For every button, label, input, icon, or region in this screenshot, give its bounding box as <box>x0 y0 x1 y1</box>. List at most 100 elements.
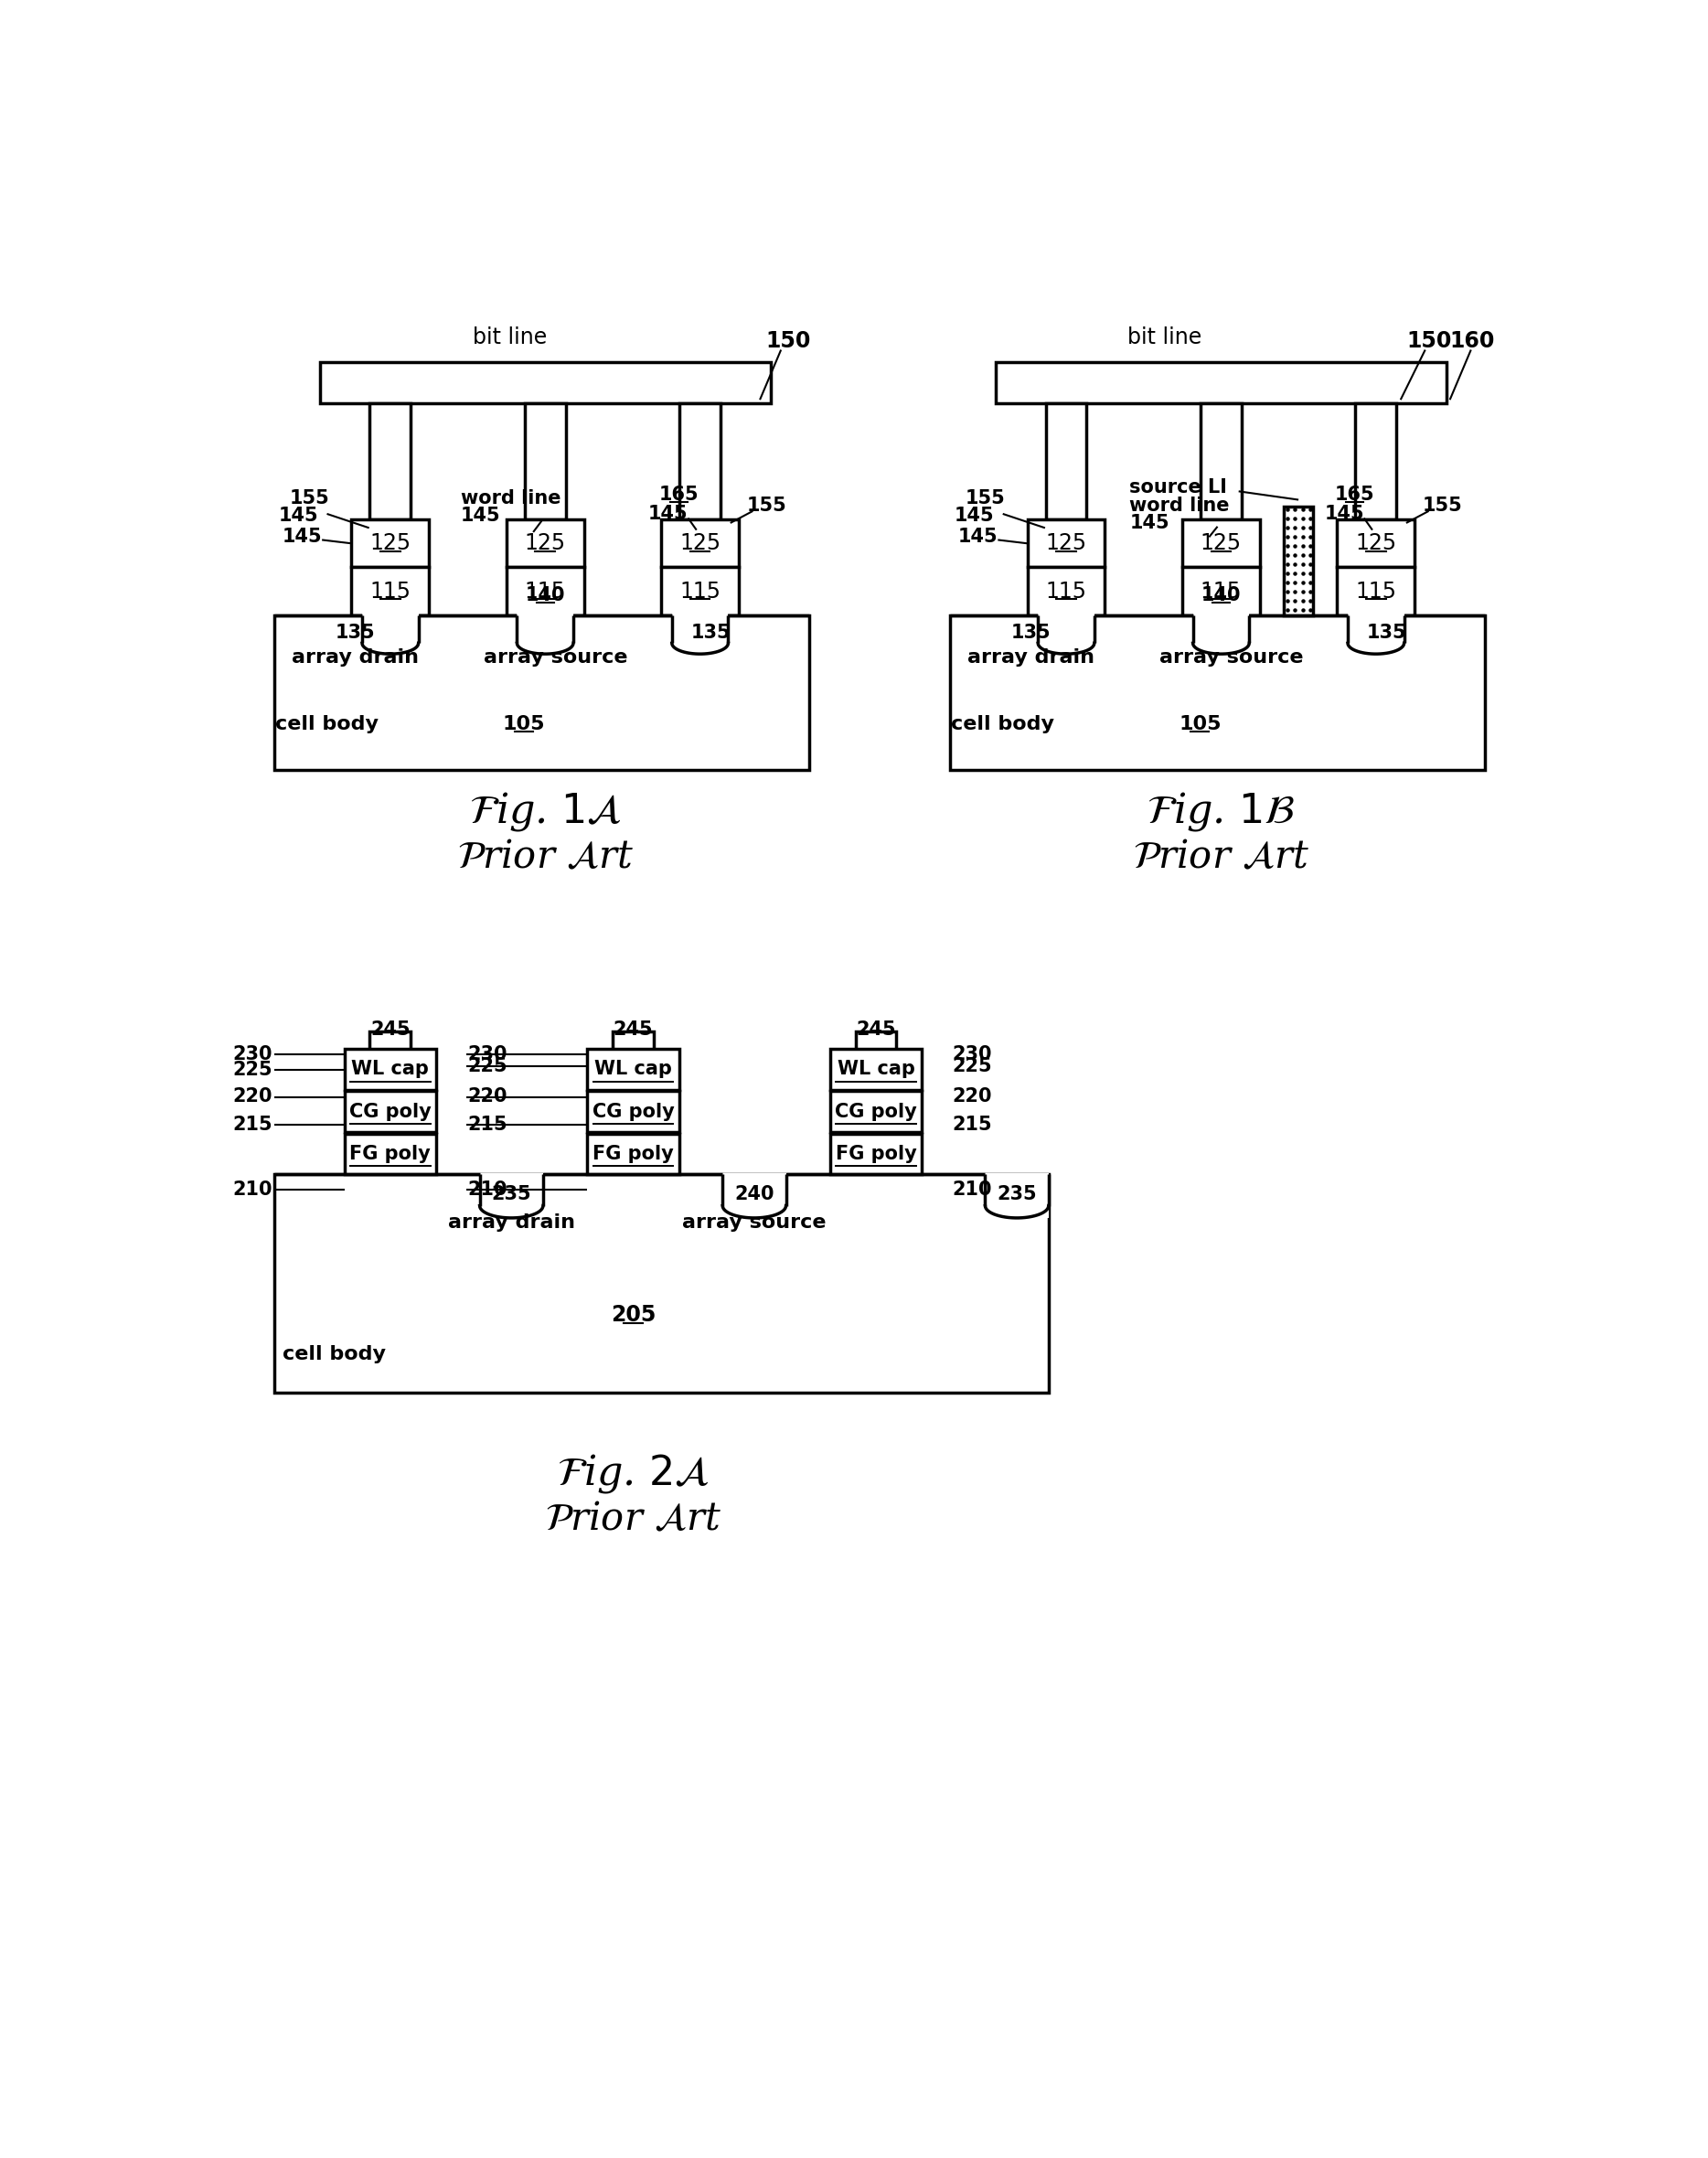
Text: 115: 115 <box>1045 581 1086 602</box>
Text: array drain: array drain <box>292 647 418 667</box>
Text: array source: array source <box>681 1213 827 1232</box>
Bar <box>1028 520 1105 568</box>
Text: 235: 235 <box>492 1185 531 1204</box>
Text: FG poly: FG poly <box>835 1144 917 1163</box>
Bar <box>588 1049 678 1090</box>
Text: WL cap: WL cap <box>352 1060 429 1079</box>
Text: CG poly: CG poly <box>348 1103 432 1120</box>
Text: 235: 235 <box>997 1185 1037 1204</box>
Text: 135: 135 <box>335 624 376 641</box>
Bar <box>371 1032 410 1174</box>
Text: 145: 145 <box>282 527 323 546</box>
Text: 230: 230 <box>232 1044 273 1064</box>
Text: $\mathcal{F}$ig. $2\mathcal{A}$: $\mathcal{F}$ig. $2\mathcal{A}$ <box>557 1452 709 1495</box>
Text: $\mathcal{P}$rior $\mathcal{A}$rt: $\mathcal{P}$rior $\mathcal{A}$rt <box>545 1500 721 1539</box>
Bar <box>830 1049 922 1090</box>
Text: 165: 165 <box>659 486 699 505</box>
Text: 160: 160 <box>1450 330 1494 352</box>
Text: array source: array source <box>483 647 629 667</box>
Bar <box>1028 568 1105 615</box>
Text: array drain: array drain <box>447 1213 576 1232</box>
Text: word line: word line <box>461 490 560 507</box>
Bar <box>352 520 429 568</box>
Text: 140: 140 <box>1201 587 1242 604</box>
Text: 215: 215 <box>468 1116 507 1135</box>
Bar <box>507 520 584 568</box>
Text: 245: 245 <box>856 1021 897 1038</box>
Text: 125: 125 <box>1201 533 1242 555</box>
Text: 140: 140 <box>526 587 565 604</box>
Text: 165: 165 <box>1336 486 1375 505</box>
Text: cell body: cell body <box>951 714 1054 734</box>
Bar <box>362 613 418 654</box>
Text: 245: 245 <box>371 1021 410 1038</box>
Text: 210: 210 <box>468 1180 507 1200</box>
Text: 105: 105 <box>502 714 545 734</box>
Text: 125: 125 <box>1354 533 1397 555</box>
Bar <box>1182 520 1261 568</box>
Bar <box>671 613 728 654</box>
Bar <box>830 1133 922 1174</box>
Text: 115: 115 <box>680 581 721 602</box>
Text: 230: 230 <box>468 1044 507 1064</box>
Text: 145: 145 <box>278 507 319 524</box>
Bar <box>830 1092 922 1133</box>
Bar <box>1337 568 1414 615</box>
Bar <box>680 404 721 520</box>
Text: 230: 230 <box>951 1044 992 1064</box>
Text: 155: 155 <box>965 490 1006 507</box>
Bar <box>986 1172 1049 1217</box>
Text: $\mathcal{P}$rior $\mathcal{A}$rt: $\mathcal{P}$rior $\mathcal{A}$rt <box>456 837 634 876</box>
Text: 245: 245 <box>613 1021 652 1038</box>
Text: CG poly: CG poly <box>593 1103 675 1120</box>
Bar <box>524 404 565 520</box>
Text: 220: 220 <box>232 1088 273 1105</box>
Bar <box>1182 568 1261 615</box>
Bar <box>345 1133 436 1174</box>
Bar <box>1348 613 1404 654</box>
Bar <box>371 404 410 520</box>
Text: 135: 135 <box>1011 624 1050 641</box>
Text: array drain: array drain <box>967 647 1095 667</box>
Text: 145: 145 <box>1324 505 1365 522</box>
Text: 150: 150 <box>1406 330 1452 352</box>
Text: $\mathcal{P}$rior $\mathcal{A}$rt: $\mathcal{P}$rior $\mathcal{A}$rt <box>1132 837 1310 876</box>
Text: source LI: source LI <box>1129 479 1228 496</box>
Bar <box>996 363 1447 404</box>
Text: 150: 150 <box>765 330 811 352</box>
Text: bit line: bit line <box>1127 326 1202 350</box>
Bar <box>507 568 584 615</box>
Text: 225: 225 <box>468 1057 507 1075</box>
Text: WL cap: WL cap <box>594 1060 671 1079</box>
Text: 125: 125 <box>524 533 565 555</box>
Text: 155: 155 <box>1423 496 1462 514</box>
Text: $\mathcal{F}$ig. $1\mathcal{A}$: $\mathcal{F}$ig. $1\mathcal{A}$ <box>470 790 622 833</box>
Text: 135: 135 <box>1366 624 1406 641</box>
Text: 115: 115 <box>369 581 412 602</box>
Text: 125: 125 <box>369 533 412 555</box>
Text: 145: 145 <box>955 507 994 524</box>
Text: 215: 215 <box>951 1116 992 1135</box>
Text: 155: 155 <box>746 496 787 514</box>
Text: 220: 220 <box>468 1088 507 1105</box>
Bar <box>856 1032 897 1174</box>
Bar <box>1038 613 1095 654</box>
Bar <box>352 568 429 615</box>
Text: FG poly: FG poly <box>593 1144 673 1163</box>
Text: 240: 240 <box>734 1185 774 1204</box>
Text: cell body: cell body <box>275 714 379 734</box>
Text: 225: 225 <box>951 1057 992 1075</box>
Bar <box>950 615 1484 770</box>
Text: 115: 115 <box>1356 581 1397 602</box>
Text: 145: 145 <box>461 507 500 524</box>
Text: 205: 205 <box>610 1303 656 1325</box>
Bar <box>345 1049 436 1090</box>
Text: 125: 125 <box>680 533 721 555</box>
Bar <box>273 1174 1049 1392</box>
Bar <box>1192 613 1249 654</box>
Text: 225: 225 <box>232 1062 273 1079</box>
Bar <box>661 520 740 568</box>
Bar <box>613 1032 654 1174</box>
Bar <box>1201 404 1242 520</box>
Bar <box>1045 404 1086 520</box>
